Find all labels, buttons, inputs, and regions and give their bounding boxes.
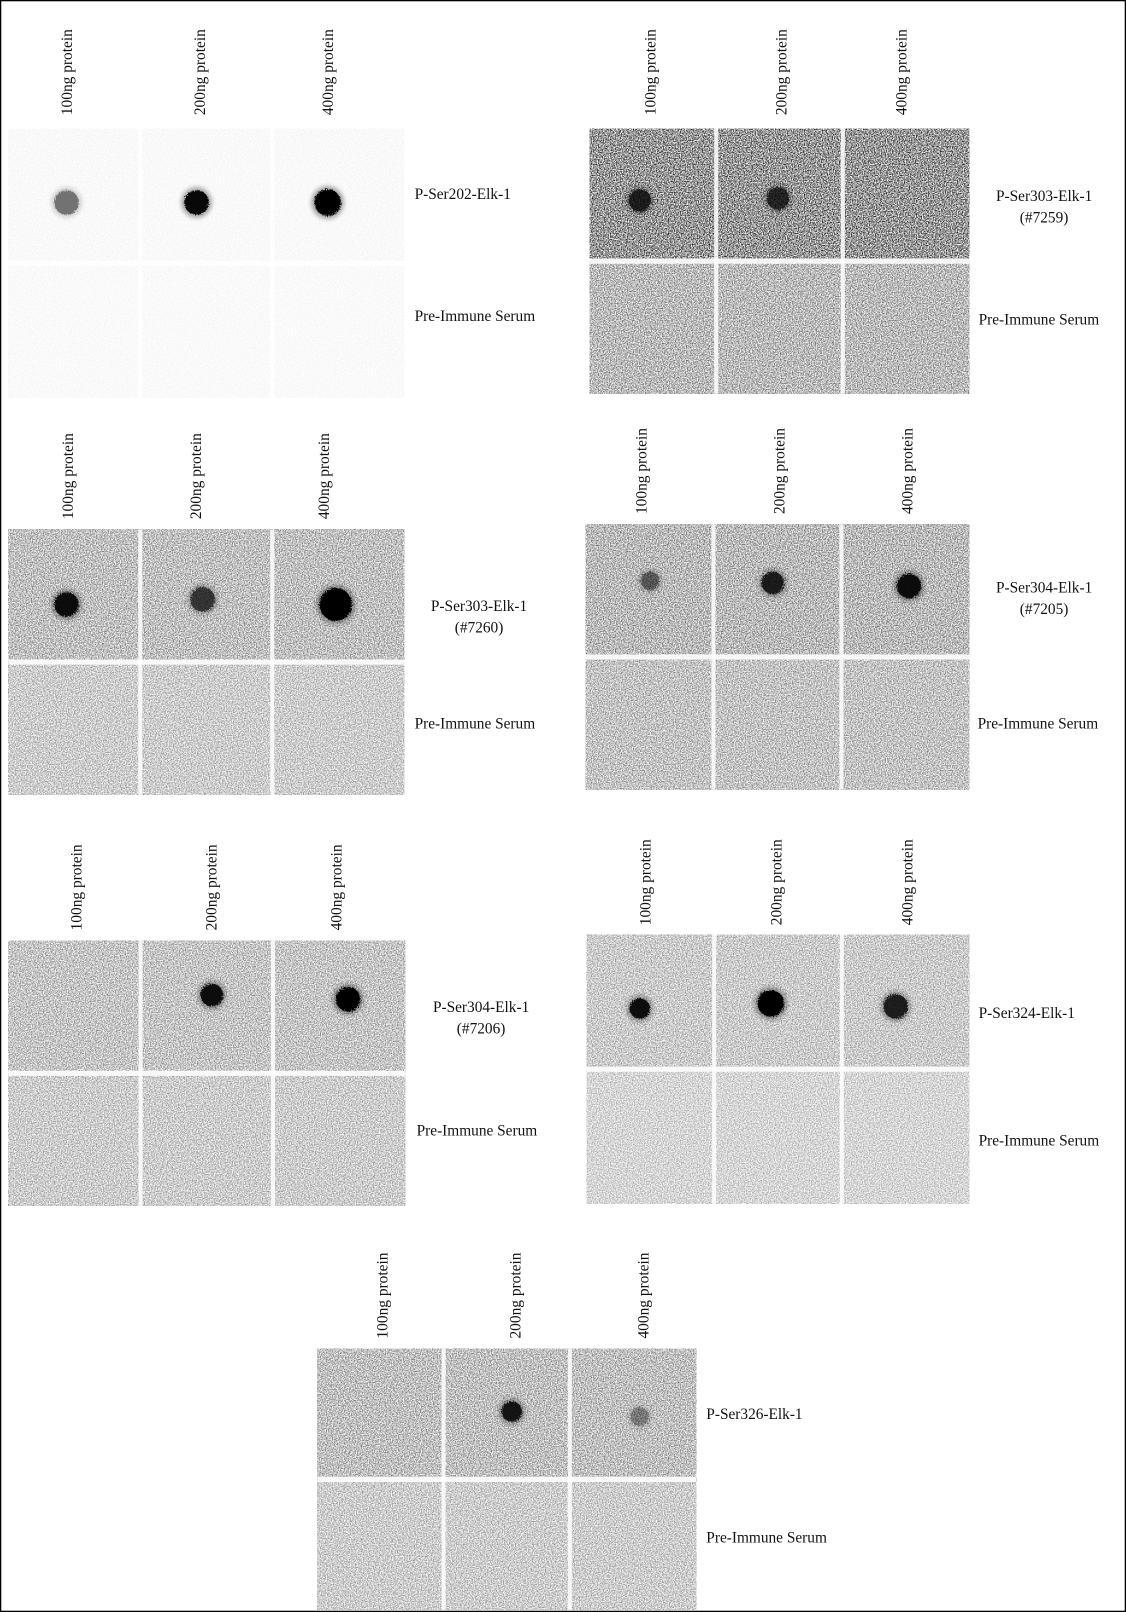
- column-label: 100ng protein: [374, 1252, 391, 1338]
- antibody-label: P-Ser304-Elk-1: [433, 999, 529, 1016]
- blot-dot: [184, 190, 209, 215]
- dot-blot-panel: 100ng protein 200ng protein 400ng protein P…: [8, 433, 535, 795]
- antibody-label: P-Ser202-Elk-1: [415, 186, 511, 203]
- dot-blot-panel: 100ng protein 200ng protein 400ng protein P…: [586, 428, 1099, 790]
- blot-dot: [897, 574, 922, 599]
- blot-noise-bottom: [317, 1479, 696, 1610]
- control-label: Pre-Immune Serum: [979, 311, 1100, 328]
- antibody-label: P-Ser303-Elk-1: [431, 598, 527, 615]
- blot-noise-bottom: [8, 263, 404, 398]
- dot-blot-panel: 100ng protein 200ng protein 400ng protein P…: [590, 29, 1100, 394]
- column-label: 400ng protein: [316, 433, 333, 519]
- column-label: 400ng protein: [893, 29, 910, 115]
- blot-dot: [54, 592, 79, 617]
- blot-noise-bottom: [590, 261, 970, 394]
- control-label: Pre-Immune Serum: [415, 308, 536, 325]
- column-label: 200ng protein: [769, 839, 786, 925]
- control-label: Pre-Immune Serum: [415, 715, 536, 732]
- blot-dot: [767, 187, 790, 210]
- column-label: 200ng protein: [772, 428, 789, 514]
- control-label: Pre-Immune Serum: [417, 1122, 538, 1139]
- antibody-label: P-Ser324-Elk-1: [979, 1005, 1075, 1022]
- blot-dot: [629, 189, 652, 212]
- column-label: 200ng protein: [203, 844, 220, 930]
- antibody-label: (#7206): [457, 1021, 506, 1038]
- control-label: Pre-Immune Serum: [978, 715, 1099, 732]
- blot-dot: [630, 998, 650, 1019]
- column-label: 200ng protein: [188, 433, 205, 519]
- blot-dot: [54, 190, 79, 215]
- dot-blot-panel: 100ng protein 200ng protein 400ng protein P…: [317, 1252, 827, 1610]
- blot-noise-bottom: [8, 1073, 405, 1206]
- blot-noise-bottom: [8, 662, 404, 795]
- column-label: 200ng protein: [507, 1252, 524, 1338]
- column-label: 400ng protein: [900, 428, 917, 514]
- column-label: 100ng protein: [68, 844, 85, 930]
- dot-blot-panel: 100ng protein 200ng protein 400ng protein P…: [8, 844, 537, 1206]
- blot-dot: [190, 587, 215, 612]
- antibody-label: (#7205): [1020, 601, 1069, 618]
- antibody-label: P-Ser303-Elk-1: [996, 188, 1092, 205]
- column-label: 100ng protein: [60, 433, 77, 519]
- column-label: 200ng protein: [192, 29, 209, 115]
- column-label: 100ng protein: [633, 428, 650, 514]
- blot-dot: [631, 1407, 649, 1426]
- column-label: 100ng protein: [643, 29, 660, 115]
- antibody-label: (#7260): [455, 620, 504, 637]
- column-label: 400ng protein: [900, 839, 917, 925]
- column-label: 200ng protein: [774, 29, 791, 115]
- blot-dot: [319, 588, 352, 621]
- dot-blot-panel: 100ng protein 200ng protein 400ng protein P…: [8, 29, 535, 398]
- control-label: Pre-Immune Serum: [706, 1530, 827, 1547]
- blot-noise-bottom: [587, 1069, 970, 1204]
- blot-dot: [762, 572, 785, 595]
- blot-dot: [641, 572, 659, 591]
- blot-dot: [883, 994, 908, 1019]
- blot-dot: [336, 987, 361, 1012]
- blot-dot: [314, 189, 341, 216]
- blot-dot: [502, 1401, 522, 1422]
- control-label: Pre-Immune Serum: [979, 1133, 1100, 1150]
- antibody-label: P-Ser304-Elk-1: [996, 580, 1092, 597]
- figure: 100ng protein 200ng protein 400ng protein P…: [0, 0, 1126, 1612]
- blot-dot: [757, 990, 784, 1017]
- column-label: 100ng protein: [637, 839, 654, 925]
- antibody-label: (#7259): [1020, 209, 1069, 226]
- antibody-label: P-Ser326-Elk-1: [706, 1406, 802, 1423]
- column-label: 400ng protein: [320, 29, 337, 115]
- dot-blot-panel: 100ng protein 200ng protein 400ng protein P…: [587, 839, 1100, 1204]
- blot-noise-bottom: [586, 657, 970, 790]
- page: 100ng protein 200ng protein 400ng protein P…: [0, 0, 1126, 1612]
- column-label: 400ng protein: [635, 1252, 652, 1338]
- column-label: 400ng protein: [328, 844, 345, 930]
- column-label: 100ng protein: [59, 29, 76, 115]
- blot-dot: [201, 984, 224, 1007]
